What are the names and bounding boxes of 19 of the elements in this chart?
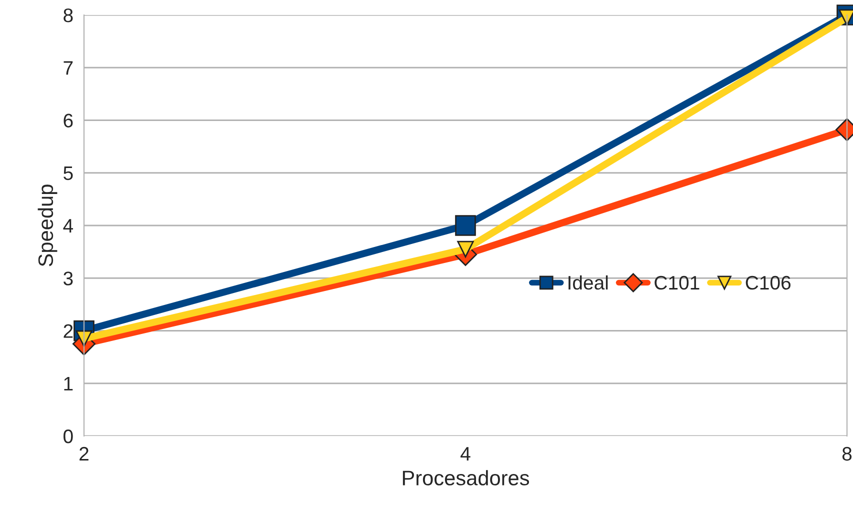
y-tick-label: 7 — [64, 61, 73, 75]
point — [457, 240, 474, 258]
legend-label: C101 — [654, 276, 700, 290]
y-axis-title: Speedup — [38, 184, 58, 266]
y-tick-label: 3 — [64, 272, 73, 286]
y-tick-label: 0 — [64, 429, 73, 444]
y-tick-label: 5 — [64, 166, 73, 180]
y-tick-label: 8 — [64, 8, 73, 22]
legend-label: C106 — [746, 276, 790, 290]
x-tick-label: 2 — [80, 446, 88, 461]
y-tick-label: 6 — [64, 114, 73, 128]
x-tick-label: 8 — [842, 446, 852, 461]
y-tick-label: 2 — [64, 324, 73, 338]
x-tick-label: 4 — [460, 447, 470, 461]
x-axis-title: Procesadores — [402, 470, 530, 486]
y-tick-label: 1 — [64, 377, 73, 390]
point — [455, 215, 476, 236]
y-tick-label: 4 — [63, 219, 74, 233]
legend-label: Ideal — [568, 275, 608, 290]
